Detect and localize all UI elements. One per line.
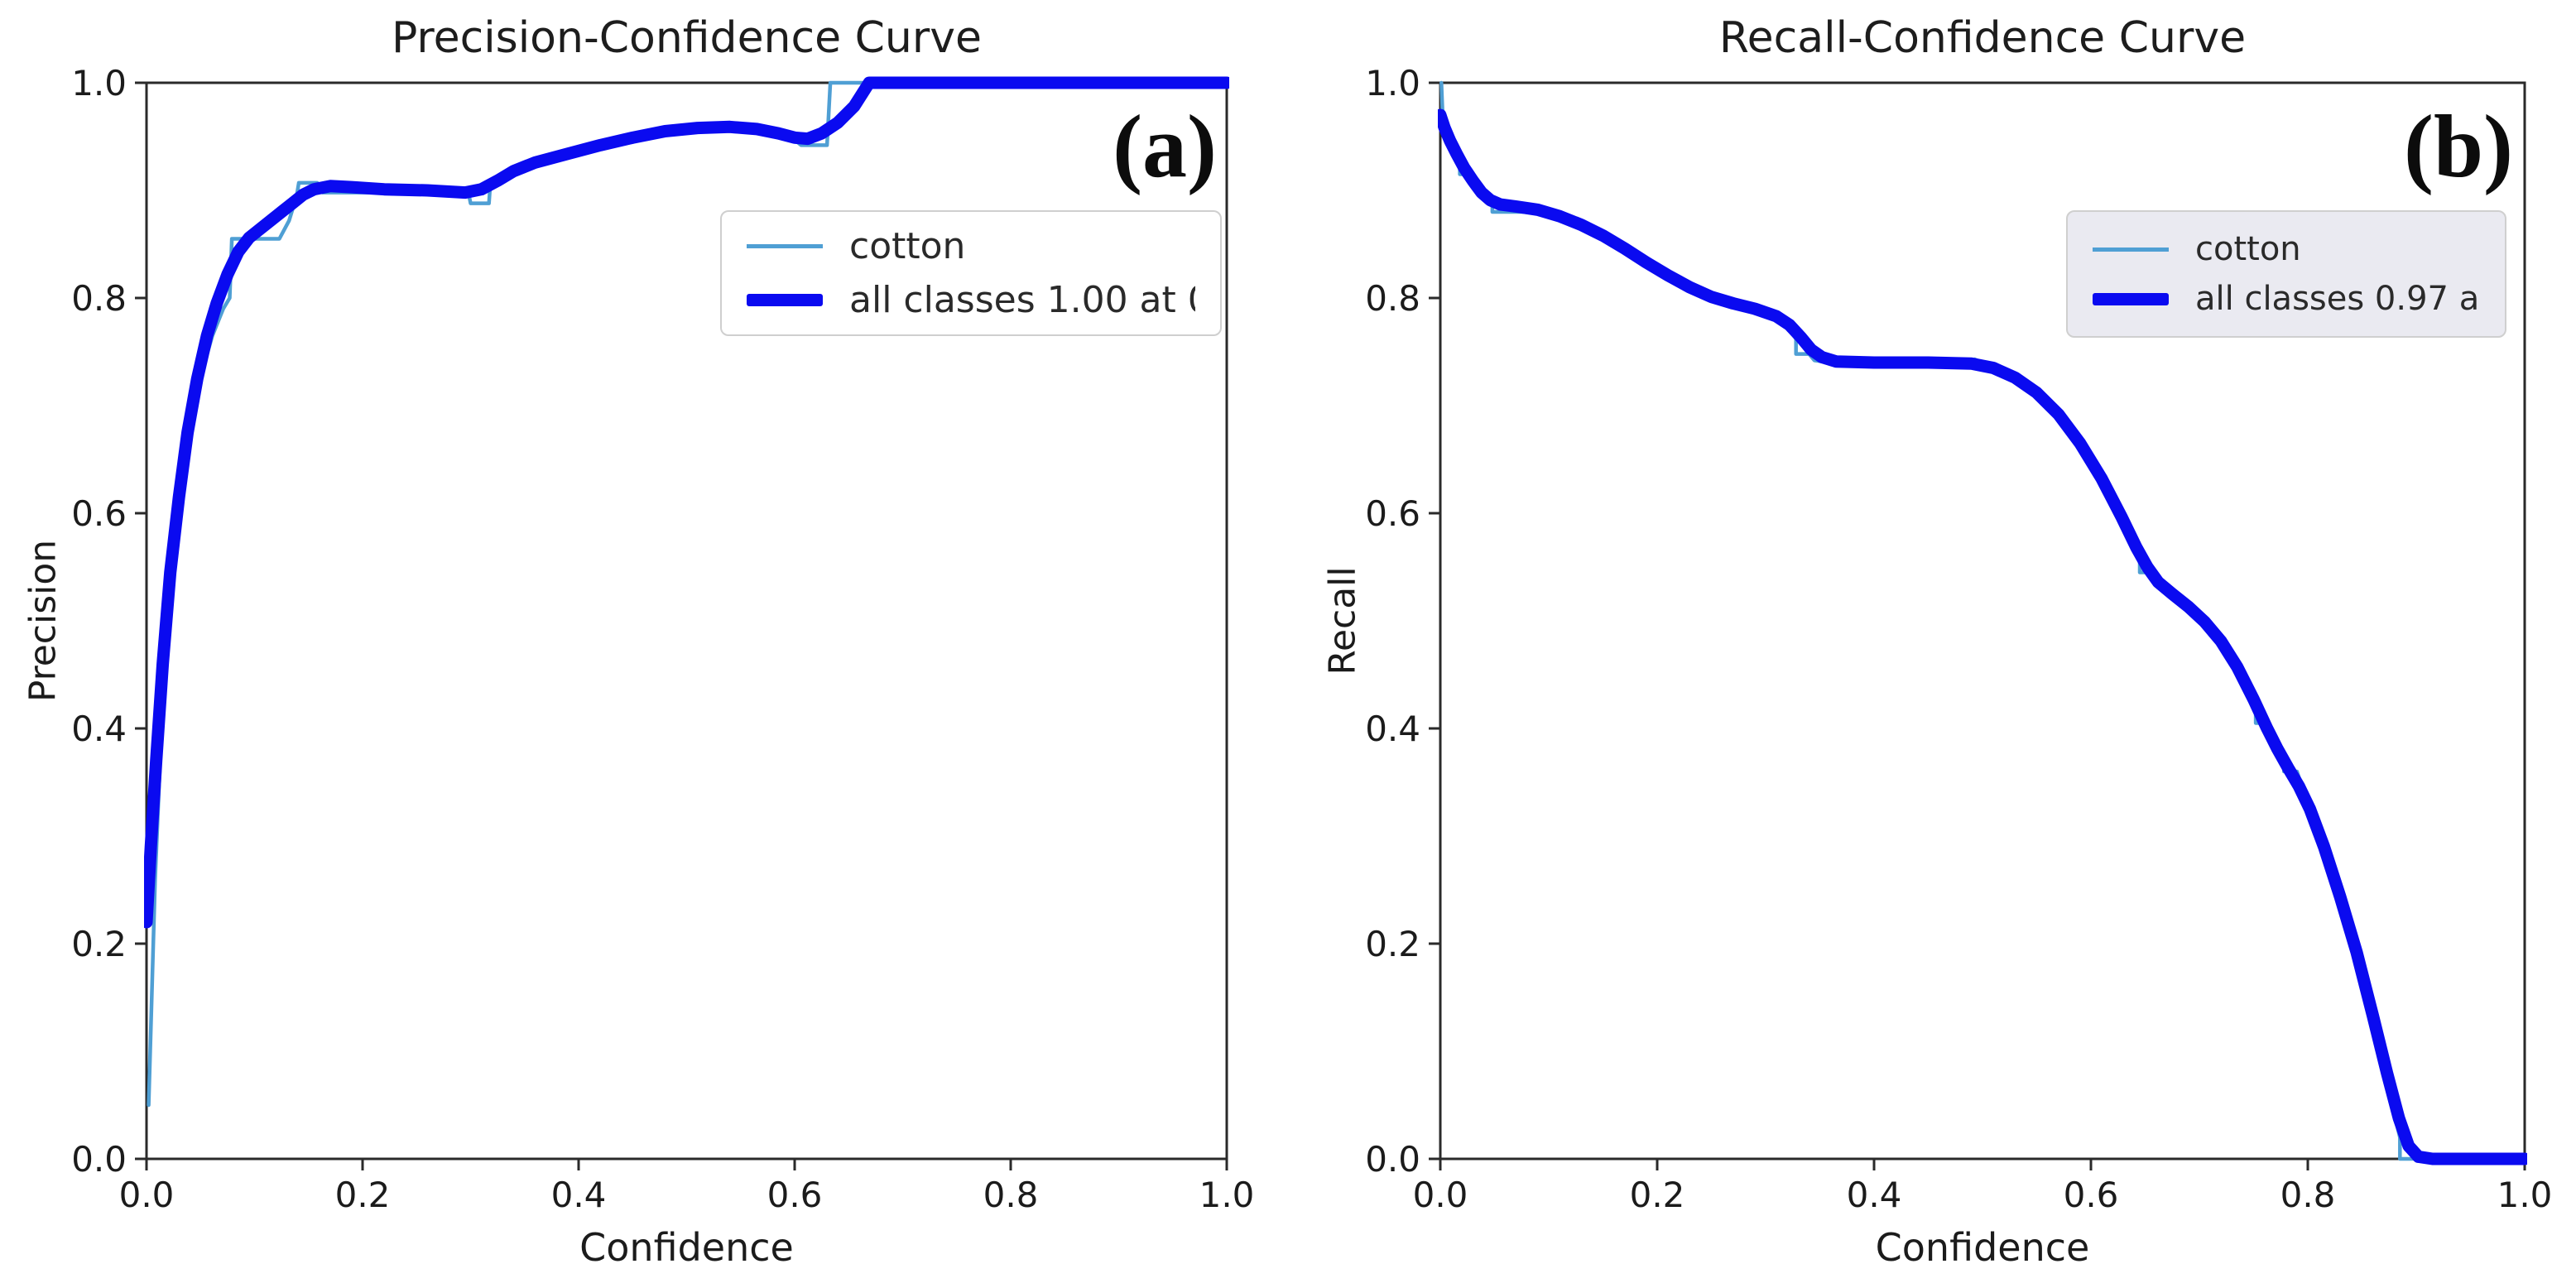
y-tick-label: 0.0 [1365, 1139, 1420, 1180]
legend-box: cotton all classes 0.97 at 0.000 [2066, 210, 2506, 338]
y-tick-label: 0.6 [1365, 493, 1420, 534]
legend-box: cotton all classes 1.00 at 0.669 [720, 210, 1222, 336]
legend-label-cotton: cotton [2195, 230, 2301, 268]
x-tick-label: 0.6 [767, 1175, 823, 1215]
x-tick-label: 0.0 [1413, 1175, 1468, 1215]
cotton-line-sample-icon [2093, 247, 2169, 252]
y-tick-label: 1.0 [1365, 63, 1420, 103]
y-tick-label: 0.0 [71, 1139, 127, 1180]
plot-border [145, 81, 1228, 1161]
y-tick-label: 0.8 [71, 278, 127, 319]
x-tick-label: 0.6 [2064, 1175, 2119, 1215]
x-tick-label: 0.4 [1847, 1175, 1902, 1215]
recall-confidence-plot: 0.0 0.2 0.4 0.6 0.8 1.0 0.0 0.2 0.4 0.6 0.8 1.0 [1365, 63, 2553, 1215]
all-classes-curve [144, 76, 1229, 929]
page-title: Precision-Confidence Curve [391, 13, 983, 63]
all-classes-line-sample-icon [747, 294, 823, 306]
y-tick-label: 0.6 [71, 493, 127, 534]
x-tick-label: 0.4 [551, 1175, 607, 1215]
legend-item-cotton: cotton [2093, 230, 2480, 268]
legend-item-all-classes: all classes 0.97 at 0.000 [2093, 280, 2480, 318]
y-tick-label: 0.2 [71, 924, 127, 964]
legend-label-all-classes: all classes 1.00 at 0.669 [849, 279, 1195, 321]
x-tick-label: 0.8 [2280, 1175, 2336, 1215]
x-tick-label: 0.2 [1630, 1175, 1685, 1215]
legend-item-cotton: cotton [747, 225, 1195, 267]
x-tick-label: 1.0 [2497, 1175, 2553, 1215]
x-axis-label-confidence: Confidence [579, 1225, 794, 1270]
y-tick-label: 0.4 [1365, 709, 1420, 749]
panel-label-b: (b) [2404, 98, 2513, 196]
x-axis-label-confidence: Confidence [1875, 1225, 2090, 1270]
panel-precision-confidence: Precision-Confidence Curve (a) Precision… [22, 13, 1255, 1270]
legend-item-all-classes: all classes 1.00 at 0.669 [747, 279, 1195, 321]
x-tick-label: 1.0 [1199, 1175, 1255, 1215]
x-tick-label: 0.0 [119, 1175, 175, 1215]
page-title: Recall-Confidence Curve [1718, 13, 2247, 63]
y-tick-label: 0.2 [1365, 924, 1420, 964]
plot-border [1439, 81, 2526, 1161]
panel-recall-confidence: Recall-Confidence Curve (b) Recall 0.0 0.… [1288, 0, 2576, 1288]
x-tick-label: 0.2 [335, 1175, 391, 1215]
y-tick-label: 0.8 [1365, 278, 1420, 319]
legend-label-cotton: cotton [849, 225, 966, 267]
y-tick-label: 0.4 [71, 709, 127, 749]
legend-label-all-classes: all classes 0.97 at 0.000 [2195, 280, 2480, 318]
precision-confidence-plot: 0.0 0.2 0.4 0.6 0.8 1.0 0.0 0.2 0.4 0.6 0.8 1.0 [71, 63, 1255, 1215]
all-classes-curve [1438, 108, 2527, 1165]
cotton-line-sample-icon [747, 244, 823, 248]
y-tick-label: 1.0 [71, 63, 127, 103]
panel-label-a: (a) [1113, 98, 1217, 196]
all-classes-line-sample-icon [2093, 292, 2169, 305]
x-tick-label: 0.8 [983, 1175, 1039, 1215]
